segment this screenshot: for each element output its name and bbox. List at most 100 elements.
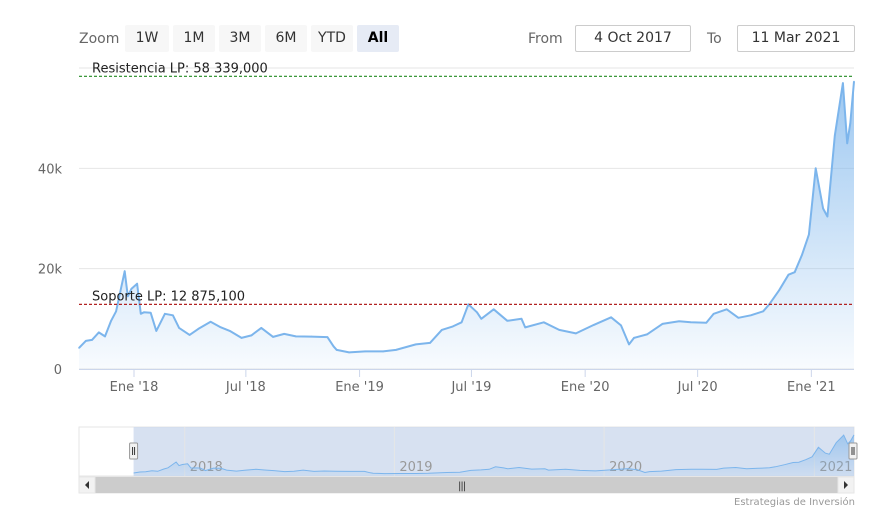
series-point [136,282,138,285]
support-label: Soporte LP: 12 875,100 [92,289,245,304]
y-tick-label: 40k [38,162,63,177]
series-point [678,320,680,323]
zoom-all-button[interactable]: All [357,25,399,52]
series-point [853,80,855,83]
series-point [737,317,740,319]
zoom-1m-button[interactable]: 1M [173,25,215,52]
series-area-fill [79,81,854,369]
plot-lines: Resistencia LP: 58 339,000 Soporte LP: 12… [79,61,854,306]
series-point [260,327,263,329]
to-label: To [707,31,722,47]
series-point [240,337,243,339]
series-point [415,343,417,346]
series-point [646,333,648,336]
series-point [506,320,509,322]
x-tick-label: Ene '18 [110,380,159,395]
navigator-right-handle[interactable] [848,442,858,460]
series-point [543,321,545,324]
credits: Estrategias de Inversión [734,497,855,508]
navigator-year-label: 2019 [399,460,432,475]
series-point [382,350,384,353]
series-point [750,314,752,317]
series-point [219,326,221,328]
series-point [130,287,133,290]
zoom-1w-button[interactable]: 1W [125,25,169,52]
resistance-label: Resistencia LP: 58 339,000 [92,61,268,76]
series-point [520,318,523,320]
series-point [395,349,397,351]
series-point [155,330,158,332]
x-tick-label: Ene '20 [561,380,610,395]
series-point [98,331,100,334]
series-point [250,334,253,337]
series-point [115,310,117,313]
zoom-ytd-button[interactable]: YTD [311,25,353,52]
series-point [628,343,630,346]
series-point [822,207,824,210]
scrollbar-thumb [95,477,838,493]
navigator[interactable]: 2018201920202021 [78,426,858,494]
x-tick-label: Jul '19 [450,380,491,395]
series-point [762,310,764,313]
zoom-3m-button[interactable]: 3M [219,25,261,52]
series-point [725,308,728,311]
series-point [814,167,817,170]
series-point [85,340,87,342]
series-point [610,316,612,319]
axes: 0 20k 40k Ene '18 Jul '18 Ene '19 Jul '19 Ene '… [38,162,854,395]
x-tick-label: Ene '19 [335,380,384,395]
from-label: From [528,31,563,47]
series-point [452,325,454,328]
series-point [633,337,635,339]
zoom-6m-button[interactable]: 6M [265,25,307,52]
navigator-series-line [133,434,855,475]
y-tick-label: 0 [54,363,62,378]
series-point [110,320,112,322]
to-date-input[interactable]: 11 Mar 2021 [737,25,855,52]
series-point [661,323,664,325]
series-point [524,326,526,329]
series-point [793,271,796,274]
series-point [441,329,443,331]
zoom-label: Zoom [79,31,120,47]
series-point [332,345,335,348]
range-selector: Zoom 1W 1M 3M 6M YTD All From 4 Oct 2017… [0,0,875,60]
x-tick-label: Jul '20 [677,380,718,395]
series-point [78,347,80,349]
series-point [558,329,560,331]
series-point [127,295,129,298]
series-point [119,290,122,293]
series-point [364,350,366,353]
series-point [178,327,180,329]
series-point [229,330,231,332]
handle-box [848,442,858,460]
series-point [272,336,274,338]
series-point [834,134,836,137]
series-point [140,313,142,315]
series-point [801,253,803,256]
series-point [842,82,844,84]
series-point [808,233,810,236]
series-point [826,215,829,218]
series-point [172,314,174,317]
navigator-left-handle[interactable] [129,442,139,460]
series-point [143,311,145,314]
handle-box [129,442,139,460]
from-date-input[interactable]: 4 Oct 2017 [575,25,691,52]
scrollbar[interactable] [78,476,855,494]
scrollbar-grip-icon[interactable]: ||| [458,481,466,492]
series-point [310,335,313,338]
series-point [197,328,200,330]
series-point [846,142,848,145]
series-area [78,80,855,369]
series-point [149,312,152,314]
series-point [467,303,470,306]
series-point [705,322,708,324]
x-tick-label: Jul '18 [225,380,266,395]
series-point [335,349,338,351]
series-point [209,321,212,323]
series-point [429,342,431,344]
series-point [480,318,483,320]
x-tick-label: Ene '21 [787,380,836,395]
